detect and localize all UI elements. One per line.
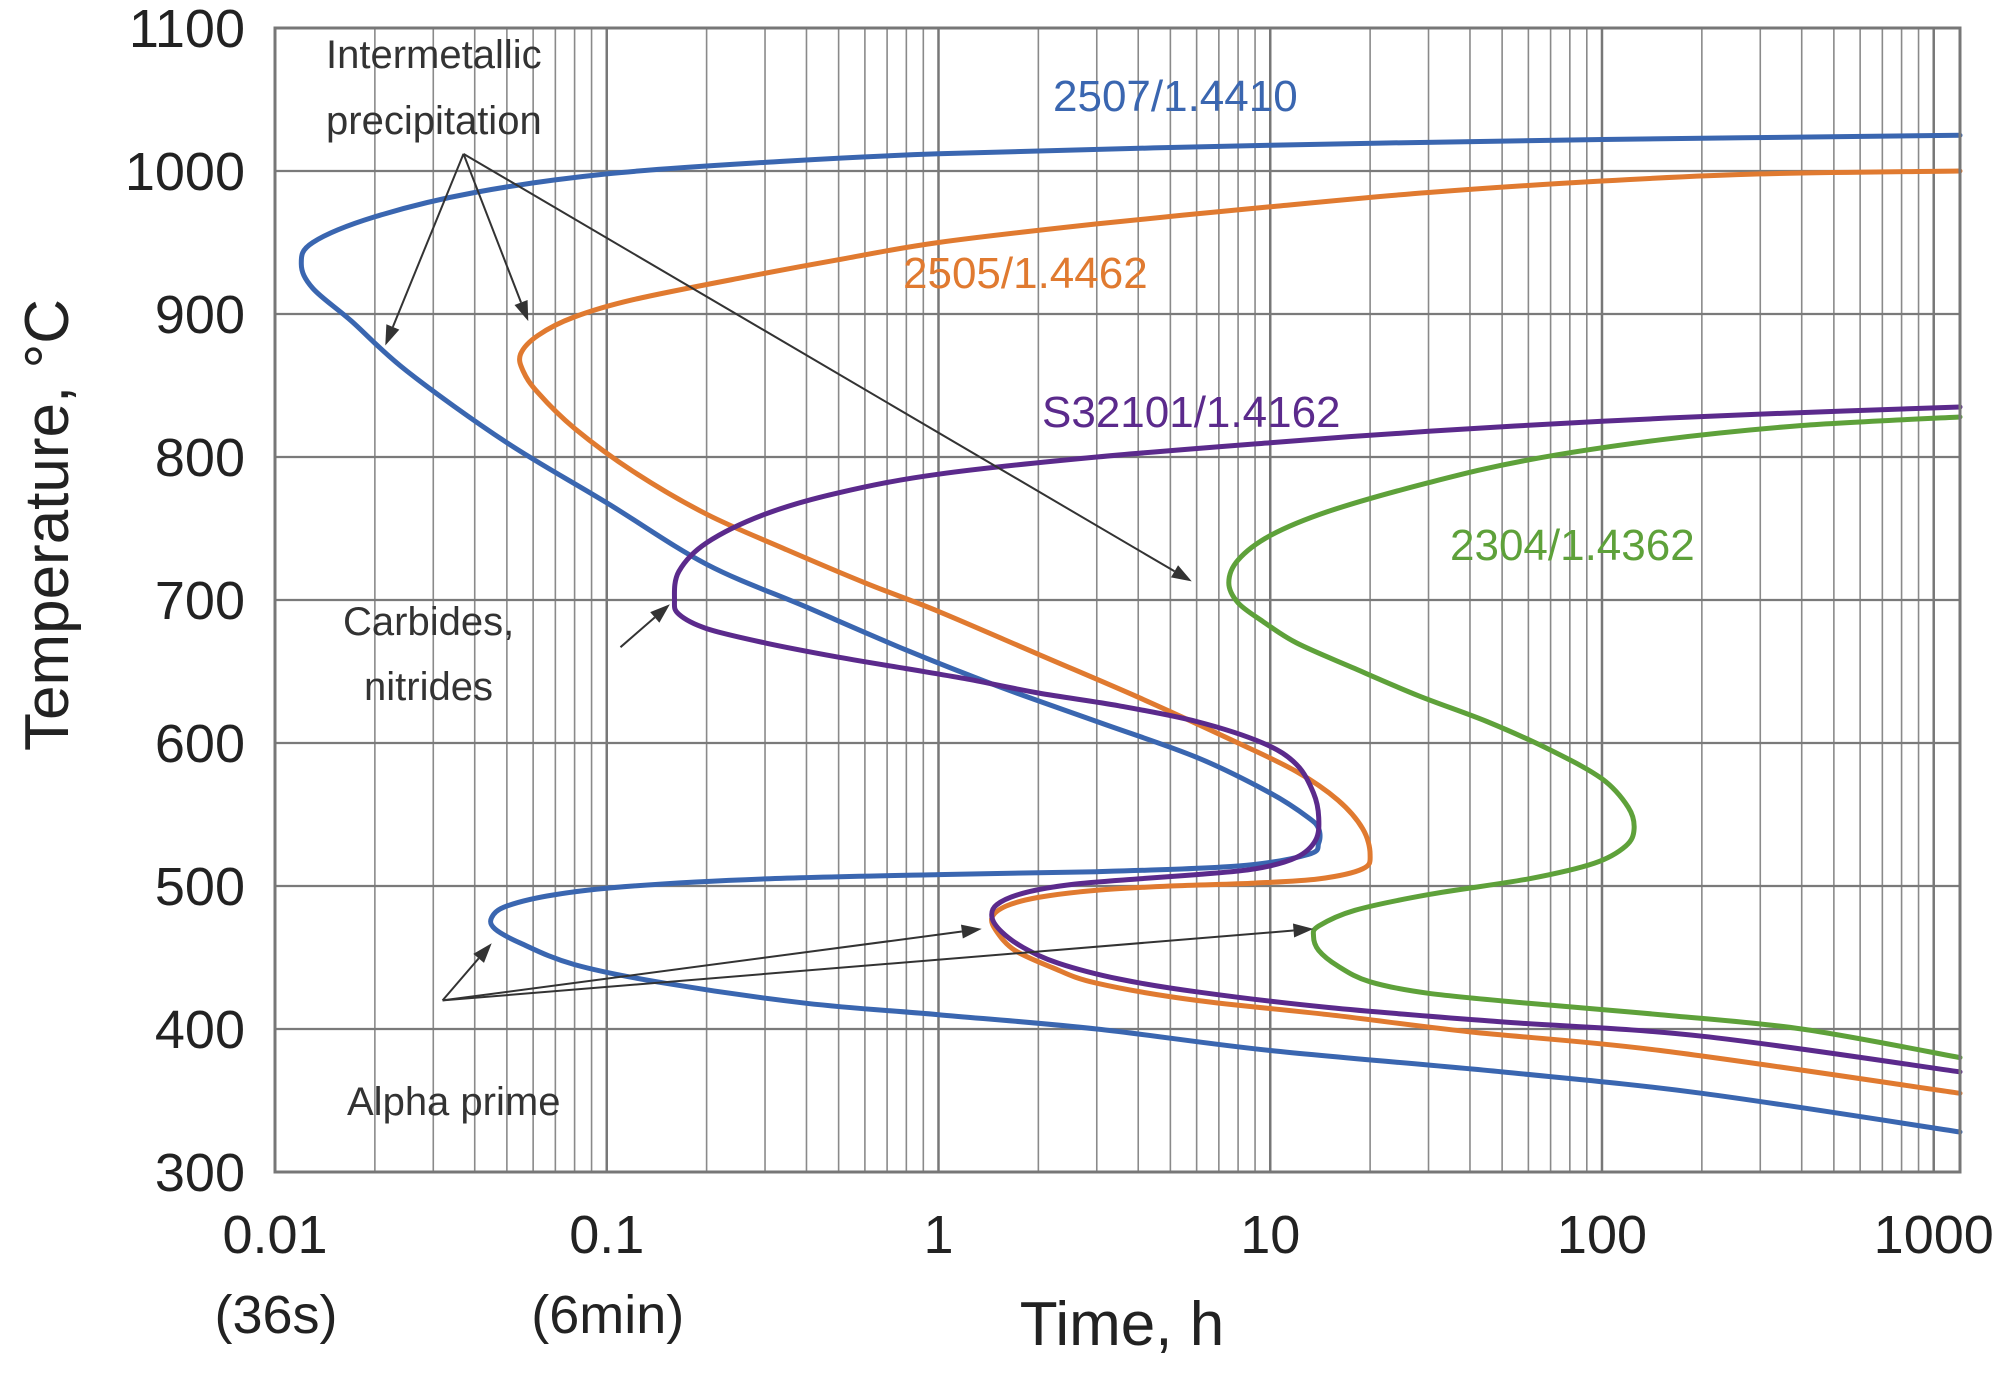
series-curves [298,132,1963,1135]
annotation-arrow [442,929,1294,1002]
y-axis-title: Temperature, °C [13,299,82,751]
annotation-arrows [385,152,1314,1002]
plot-area-frame [273,26,1962,1174]
y-tick-label: 600 [155,714,245,774]
annotation-arrow [442,930,963,1002]
series-label-2505: 2505/1.4462 [903,249,1148,298]
annotation-carbides-line1: Carbides, [343,600,514,644]
y-tick-label: 900 [155,285,245,345]
series-label-2304: 2304/1.4362 [1450,521,1695,570]
y-tick-label: 1100 [129,0,245,59]
x-tick-label: 1 [923,1205,953,1265]
x-tick-label: 10 [1240,1205,1300,1265]
annotation-arrowhead [514,299,529,322]
y-tick-label: 700 [155,571,245,631]
annotation-intermetallic-line2: precipitation [326,99,542,143]
annotation-arrow [462,153,522,303]
y-tick-label: 500 [155,857,245,917]
series-curve-2304-1-4362 [1226,414,1963,1061]
y-tick-label: 400 [155,1000,245,1060]
annotation-arrowhead [960,924,982,939]
x-tick-label: 1000 [1874,1205,1994,1265]
series-label-2507: 2507/1.4410 [1053,72,1298,121]
x-tick-sublabel: (6min) [531,1285,684,1345]
series-curve-2507-1-4410 [298,132,1963,1135]
gridlines [273,26,1960,1174]
x-tick-label: 0.1 [569,1205,644,1265]
series-curve-s32101-1-4162 [671,404,1963,1075]
x-tick-label: 100 [1557,1205,1647,1265]
x-tick-labels: 0.01 (36s) 0.1 (6min) 1 10 100 1000 [214,1205,1993,1345]
annotation-arrow [391,153,465,328]
y-tick-labels: 300 400 500 600 700 800 900 1000 1100 [125,0,245,1203]
y-tick-label: 800 [155,428,245,488]
annotation-arrowhead [473,943,492,963]
y-tick-label: 300 [155,1143,245,1203]
series-label-s32101: S32101/1.4162 [1042,388,1341,437]
annotation-alpha-prime: Alpha prime [347,1080,560,1124]
series-curve-2505-1-4462 [517,168,1963,1096]
y-tick-label: 1000 [125,142,245,202]
annotation-carbides-line2: nitrides [364,665,493,709]
annotation-arrowhead [385,324,400,346]
x-tick-sublabel: (36s) [214,1285,337,1345]
annotation-intermetallic-line1: Intermetallic [326,33,542,77]
annotation-arrow [441,957,480,1002]
annotation-arrowhead [650,604,670,623]
annotation-arrowhead [1170,565,1192,582]
annotation-arrow [619,616,656,648]
x-tick-label: 0.01 [222,1205,327,1265]
annotation-arrowhead [1292,923,1314,938]
x-axis-title: Time, h [1020,1290,1224,1359]
annotation-arrow [462,152,1176,573]
